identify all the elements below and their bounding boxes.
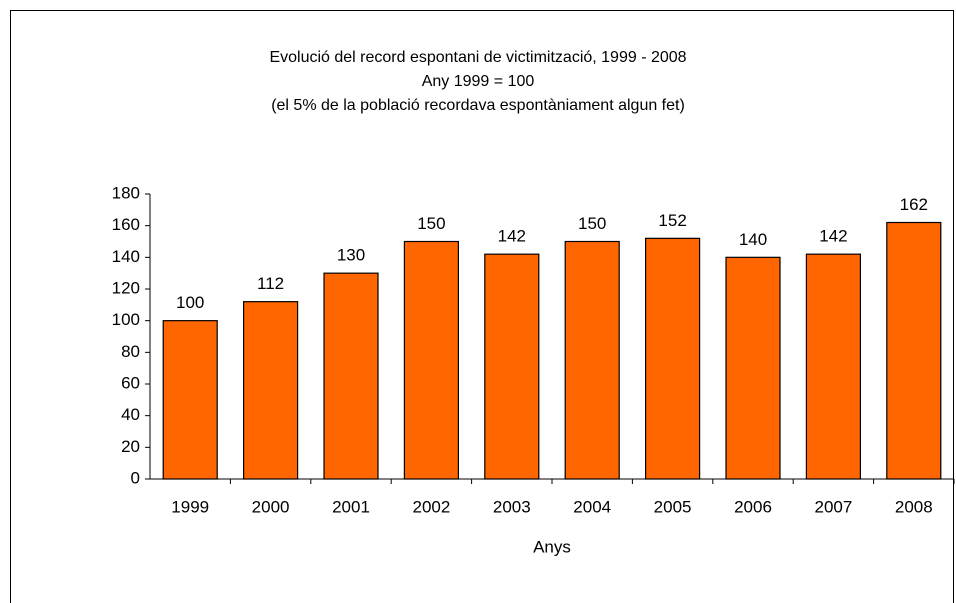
chart-subtitle: (el 5% de la població recordava espontàn… (271, 97, 685, 114)
y-tick-label: 160 (112, 215, 140, 234)
x-tick-label: 2004 (573, 497, 611, 516)
chart-subtitle: Any 1999 = 100 (422, 73, 535, 90)
bar (162, 320, 218, 480)
bar (323, 272, 379, 480)
chart-frame (10, 10, 954, 603)
data-label: 150 (578, 214, 606, 233)
x-tick-label: 2001 (332, 497, 370, 516)
y-tick-label: 0 (131, 468, 140, 487)
y-tick-label: 80 (121, 342, 140, 361)
chart-title: Evolució del record espontani de victimi… (269, 49, 686, 66)
data-label: 142 (819, 227, 847, 246)
x-tick-label: 2003 (493, 497, 531, 516)
data-label: 152 (658, 211, 686, 230)
data-label: 112 (257, 274, 284, 293)
bar (243, 301, 299, 480)
y-tick-label: 40 (121, 405, 140, 424)
x-tick-label: 2002 (412, 497, 450, 516)
bar (644, 237, 701, 480)
bar (725, 256, 781, 480)
data-label: 142 (498, 227, 526, 246)
x-tick-label: 1999 (171, 497, 209, 516)
y-tick-label: 180 (112, 183, 140, 202)
x-tick-label: 2008 (895, 497, 933, 516)
x-tick-label: 2006 (734, 497, 772, 516)
data-label: 100 (176, 293, 204, 312)
data-label: 162 (900, 195, 928, 214)
x-tick-label: 2007 (814, 497, 852, 516)
bar (403, 240, 459, 480)
bar (886, 221, 942, 480)
y-tick-label: 140 (112, 247, 140, 266)
y-tick-label: 100 (112, 310, 140, 329)
y-tick-label: 20 (121, 437, 140, 456)
bar (564, 240, 620, 480)
x-tick-label: 2000 (252, 497, 290, 516)
bar (484, 253, 540, 480)
data-label: 150 (417, 214, 445, 233)
y-tick-label: 60 (121, 373, 140, 392)
x-tick-label: 2005 (654, 497, 692, 516)
x-axis-label: Anys (533, 537, 571, 556)
y-tick-label: 120 (112, 278, 140, 297)
bar (805, 253, 862, 480)
data-label: 140 (739, 230, 767, 249)
data-label: 130 (337, 246, 365, 265)
